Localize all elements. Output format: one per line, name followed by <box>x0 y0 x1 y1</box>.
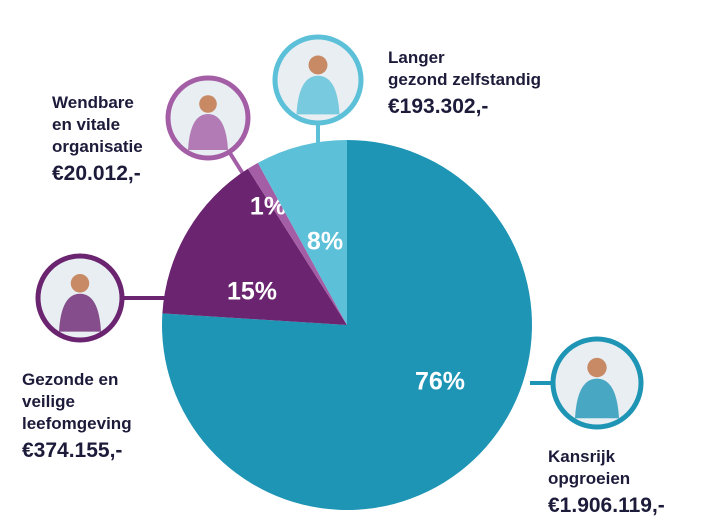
amount-label: €193.302,- <box>388 95 488 118</box>
amount-label: €20.012,- <box>52 162 141 185</box>
icon-figure-head <box>71 274 89 292</box>
category-label: organisatie <box>52 137 143 156</box>
pie: 76%15%1%8% <box>162 140 532 510</box>
category-label: Kansrijk <box>548 447 616 466</box>
category-label: en vitale <box>52 115 120 134</box>
value-label: 76% <box>415 368 465 396</box>
value-label: 8% <box>307 228 343 256</box>
category-label: Langer <box>388 48 445 67</box>
chart: 76%15%1%8% Kansrijkopgroeien€1.906.119,-… <box>0 0 712 524</box>
value-label: 15% <box>227 278 277 306</box>
category-label: Gezonde en <box>22 370 118 389</box>
category-label: gezond zelfstandig <box>388 70 541 89</box>
icon-figure-head <box>587 358 606 377</box>
category-label: veilige <box>22 392 75 411</box>
icon-figure-head <box>199 95 217 113</box>
amount-label: €374.155,- <box>22 439 122 462</box>
category-label: opgroeien <box>548 469 630 488</box>
icon-figure-head <box>309 55 328 74</box>
category-label: leefomgeving <box>22 414 132 433</box>
category-label: Wendbare <box>52 93 134 112</box>
amount-label: €1.906.119,- <box>548 494 665 517</box>
